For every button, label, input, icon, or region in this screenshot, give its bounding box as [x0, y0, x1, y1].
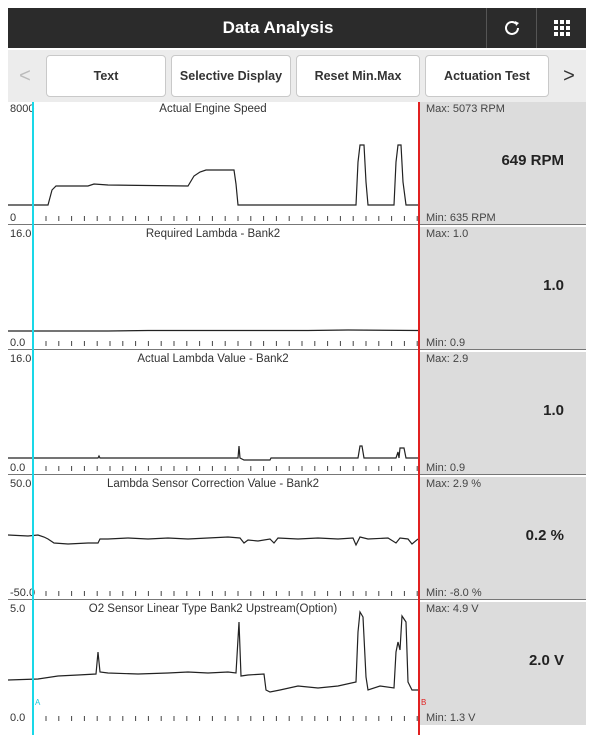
graph-area[interactable]: Required Lambda - Bank2 16.0 0.0: [8, 227, 418, 349]
grid-icon: [554, 20, 570, 36]
value-sidebar: Max: 1.0 1.0 Min: 0.9: [419, 227, 586, 349]
graph-area[interactable]: Actual Lambda Value - Bank2 16.0 0.0: [8, 352, 418, 474]
graph-area[interactable]: Actual Engine Speed 8000 0: [8, 102, 418, 224]
page-title: Data Analysis: [222, 18, 334, 37]
y-axis-min-label: -50.0: [10, 587, 36, 599]
panel-title: Actual Lambda Value - Bank2: [137, 353, 289, 365]
graph-panel-o2-sensor: O2 Sensor Linear Type Bank2 Upstream(Opt…: [8, 602, 586, 725]
panel-title: Lambda Sensor Correction Value - Bank2: [106, 478, 319, 490]
next-page-button[interactable]: >: [563, 65, 575, 87]
y-axis-max-label: 5.0: [10, 603, 26, 615]
text-button[interactable]: Text: [46, 55, 166, 97]
cursor-a-label: A: [35, 698, 41, 707]
engine-speed-trace: [8, 144, 418, 221]
max-value-label: Max: 2.9 %: [426, 478, 482, 490]
value-sidebar: Max: 2.9 % 0.2 % Min: -8.0 %: [419, 477, 586, 599]
graph-panel-engine-speed: Actual Engine Speed 8000 0 Max: 5073 RPM…: [8, 102, 586, 225]
max-value-label: Max: 1.0: [426, 228, 469, 240]
grid-menu-button[interactable]: [536, 8, 586, 48]
y-axis-min-label: 0.0: [10, 337, 26, 349]
max-value-label: Max: 5073 RPM: [426, 103, 505, 115]
panel-title: O2 Sensor Linear Type Bank2 Upstream(Opt…: [88, 603, 338, 615]
graph-panel-required-lambda: Required Lambda - Bank2 16.0 0.0 Max: 1.…: [8, 227, 586, 350]
max-value-label: Max: 4.9 V: [426, 603, 479, 615]
y-axis-max-label: 16.0: [10, 228, 32, 240]
reset-min-max-button[interactable]: Reset Min.Max: [296, 55, 420, 97]
panel-title: Actual Engine Speed: [159, 103, 267, 115]
prev-page-button[interactable]: <: [19, 65, 31, 87]
graph-area[interactable]: O2 Sensor Linear Type Bank2 Upstream(Opt…: [8, 602, 418, 725]
value-sidebar: Max: 2.9 1.0 Min: 0.9: [419, 352, 586, 474]
max-value-label: Max: 2.9: [426, 353, 469, 365]
actuation-test-button[interactable]: Actuation Test: [425, 55, 549, 97]
y-axis-max-label: 8000: [10, 103, 35, 115]
y-axis-max-label: 50.0: [10, 478, 32, 490]
refresh-button[interactable]: [486, 8, 536, 48]
current-value: 2.0 V: [528, 652, 564, 669]
app-header: Data Analysis: [8, 8, 586, 48]
y-axis-min-label: 0.0: [10, 462, 26, 474]
graph-area[interactable]: Lambda Sensor Correction Value - Bank2 5…: [8, 477, 418, 599]
o2-sensor-trace: [8, 610, 418, 721]
min-value-label: Min: 0.9: [426, 337, 466, 349]
cursor-a-line[interactable]: [32, 102, 34, 735]
toolbar: < Text Selective Display Reset Min.Max A…: [8, 50, 586, 103]
min-value-label: Min: -8.0 %: [426, 587, 482, 599]
current-value: 649 RPM: [501, 152, 564, 169]
required-lambda-trace: [8, 329, 418, 346]
cursor-b-label: B: [421, 698, 427, 707]
value-sidebar: Max: 4.9 V 2.0 V Min: 1.3 V: [419, 602, 586, 725]
current-value: 0.2 %: [525, 527, 564, 544]
min-value-label: Min: 635 RPM: [426, 212, 496, 224]
lambda-correction-trace: [8, 534, 418, 596]
y-axis-min-label: 0.0: [10, 712, 26, 724]
min-value-label: Min: 1.3 V: [426, 712, 476, 724]
panel-title: Required Lambda - Bank2: [145, 228, 281, 240]
current-value: 1.0: [543, 277, 564, 294]
refresh-icon: [505, 20, 519, 35]
graph-panel-lambda-correction: Lambda Sensor Correction Value - Bank2 5…: [8, 477, 586, 600]
cursor-b-line[interactable]: [418, 102, 420, 735]
actual-lambda-trace: [8, 445, 418, 471]
graph-panel-actual-lambda: Actual Lambda Value - Bank2 16.0 0.0 Max…: [8, 352, 586, 475]
y-axis-max-label: 16.0: [10, 353, 32, 365]
selective-display-button[interactable]: Selective Display: [171, 55, 291, 97]
min-value-label: Min: 0.9: [426, 462, 466, 474]
current-value: 1.0: [543, 402, 564, 419]
value-sidebar: Max: 5073 RPM 649 RPM Min: 635 RPM: [419, 102, 586, 224]
y-axis-min-label: 0: [10, 212, 17, 224]
